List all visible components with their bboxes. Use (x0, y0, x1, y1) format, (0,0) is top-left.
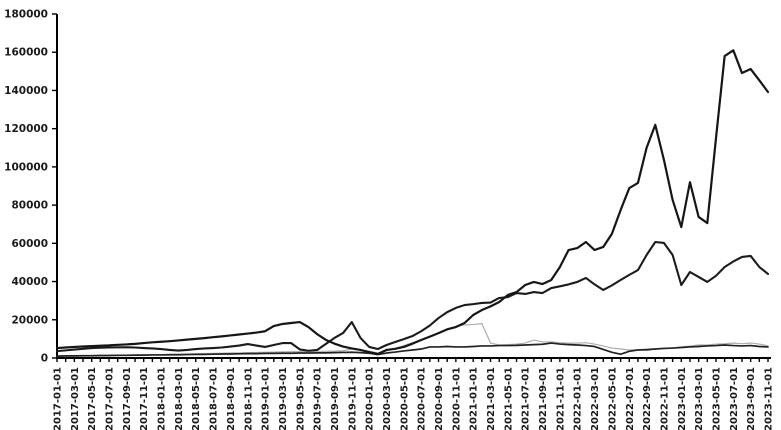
x-axis-label: 2017-09-01 (122, 367, 133, 430)
x-axis-label: 2019-11-01 (347, 367, 358, 430)
y-axis-label: 180000 (4, 9, 48, 21)
x-axis-label: 2019-09-01 (330, 367, 341, 430)
x-axis-label: 2022-11-01 (659, 367, 670, 430)
x-axis-label: 2018-01-01 (157, 367, 168, 430)
x-axis-label: 2021-07-01 (521, 367, 532, 430)
x-axis-label: 2017-03-01 (70, 367, 81, 430)
x-axis-label: 2020-05-01 (399, 367, 410, 430)
x-axis-label: 2017-05-01 (87, 367, 98, 430)
x-axis-label: 2020-01-01 (365, 367, 376, 430)
y-axis-label: 20000 (11, 314, 48, 326)
y-axis-label: 140000 (4, 85, 48, 97)
x-axis-label: 2018-11-01 (243, 367, 254, 430)
x-axis-label: 2019-05-01 (295, 367, 306, 430)
x-axis-label: 2022-03-01 (590, 367, 601, 430)
x-axis-label: 2017-01-01 (53, 367, 64, 430)
x-axis-label: 2021-05-01 (503, 367, 514, 430)
y-axis-label: 100000 (4, 161, 48, 173)
x-axis-label: 2023-11-01 (764, 367, 775, 430)
x-axis-label: 2017-07-01 (105, 367, 116, 430)
x-axis-label: 2023-01-01 (677, 367, 688, 430)
x-axis-label: 2018-09-01 (226, 367, 237, 430)
y-axis-label: 60000 (11, 238, 48, 250)
x-axis-label: 2023-07-01 (729, 367, 740, 430)
x-axis-label: 2018-05-01 (191, 367, 202, 430)
x-axis-label: 2019-07-01 (313, 367, 324, 430)
x-axis-label: 2022-05-01 (607, 367, 618, 430)
x-axis-label: 2020-03-01 (382, 367, 393, 430)
x-axis-label: 2017-11-01 (139, 367, 150, 430)
x-axis-label: 2018-07-01 (209, 367, 220, 430)
series-4-light-line (56, 323, 769, 358)
x-axis-label: 2020-09-01 (434, 367, 445, 430)
x-axis-label: 2023-09-01 (746, 367, 757, 430)
series-2-secondary-dark-line (55, 240, 770, 353)
x-axis-label: 2023-05-01 (711, 367, 722, 430)
y-axis-label: 120000 (4, 123, 48, 135)
x-axis-label: 2018-03-01 (174, 367, 185, 430)
x-axis-label: 2021-09-01 (538, 367, 549, 430)
x-axis-label: 2019-01-01 (261, 367, 272, 430)
series-1-primary-dark-line (55, 49, 770, 356)
x-axis-label: 2020-11-01 (451, 367, 462, 430)
x-axis-label: 2023-03-01 (694, 367, 705, 430)
x-axis-label: 2020-07-01 (417, 367, 428, 430)
x-axis-label: 2022-07-01 (625, 367, 636, 430)
x-axis-label: 2021-03-01 (486, 367, 497, 430)
y-axis-label: 80000 (11, 200, 48, 212)
series-3-low-dark-line (56, 342, 769, 357)
x-axis-label: 2022-01-01 (573, 367, 584, 430)
y-axis-label: 0 (41, 353, 48, 365)
x-axis-label: 2021-11-01 (555, 367, 566, 430)
x-axis-label: 2021-01-01 (469, 367, 480, 430)
x-axis-label: 2022-09-01 (642, 367, 653, 430)
y-axis-label: 40000 (11, 276, 48, 288)
y-axis-label: 160000 (4, 47, 48, 59)
x-axis-label: 2019-03-01 (278, 367, 289, 430)
